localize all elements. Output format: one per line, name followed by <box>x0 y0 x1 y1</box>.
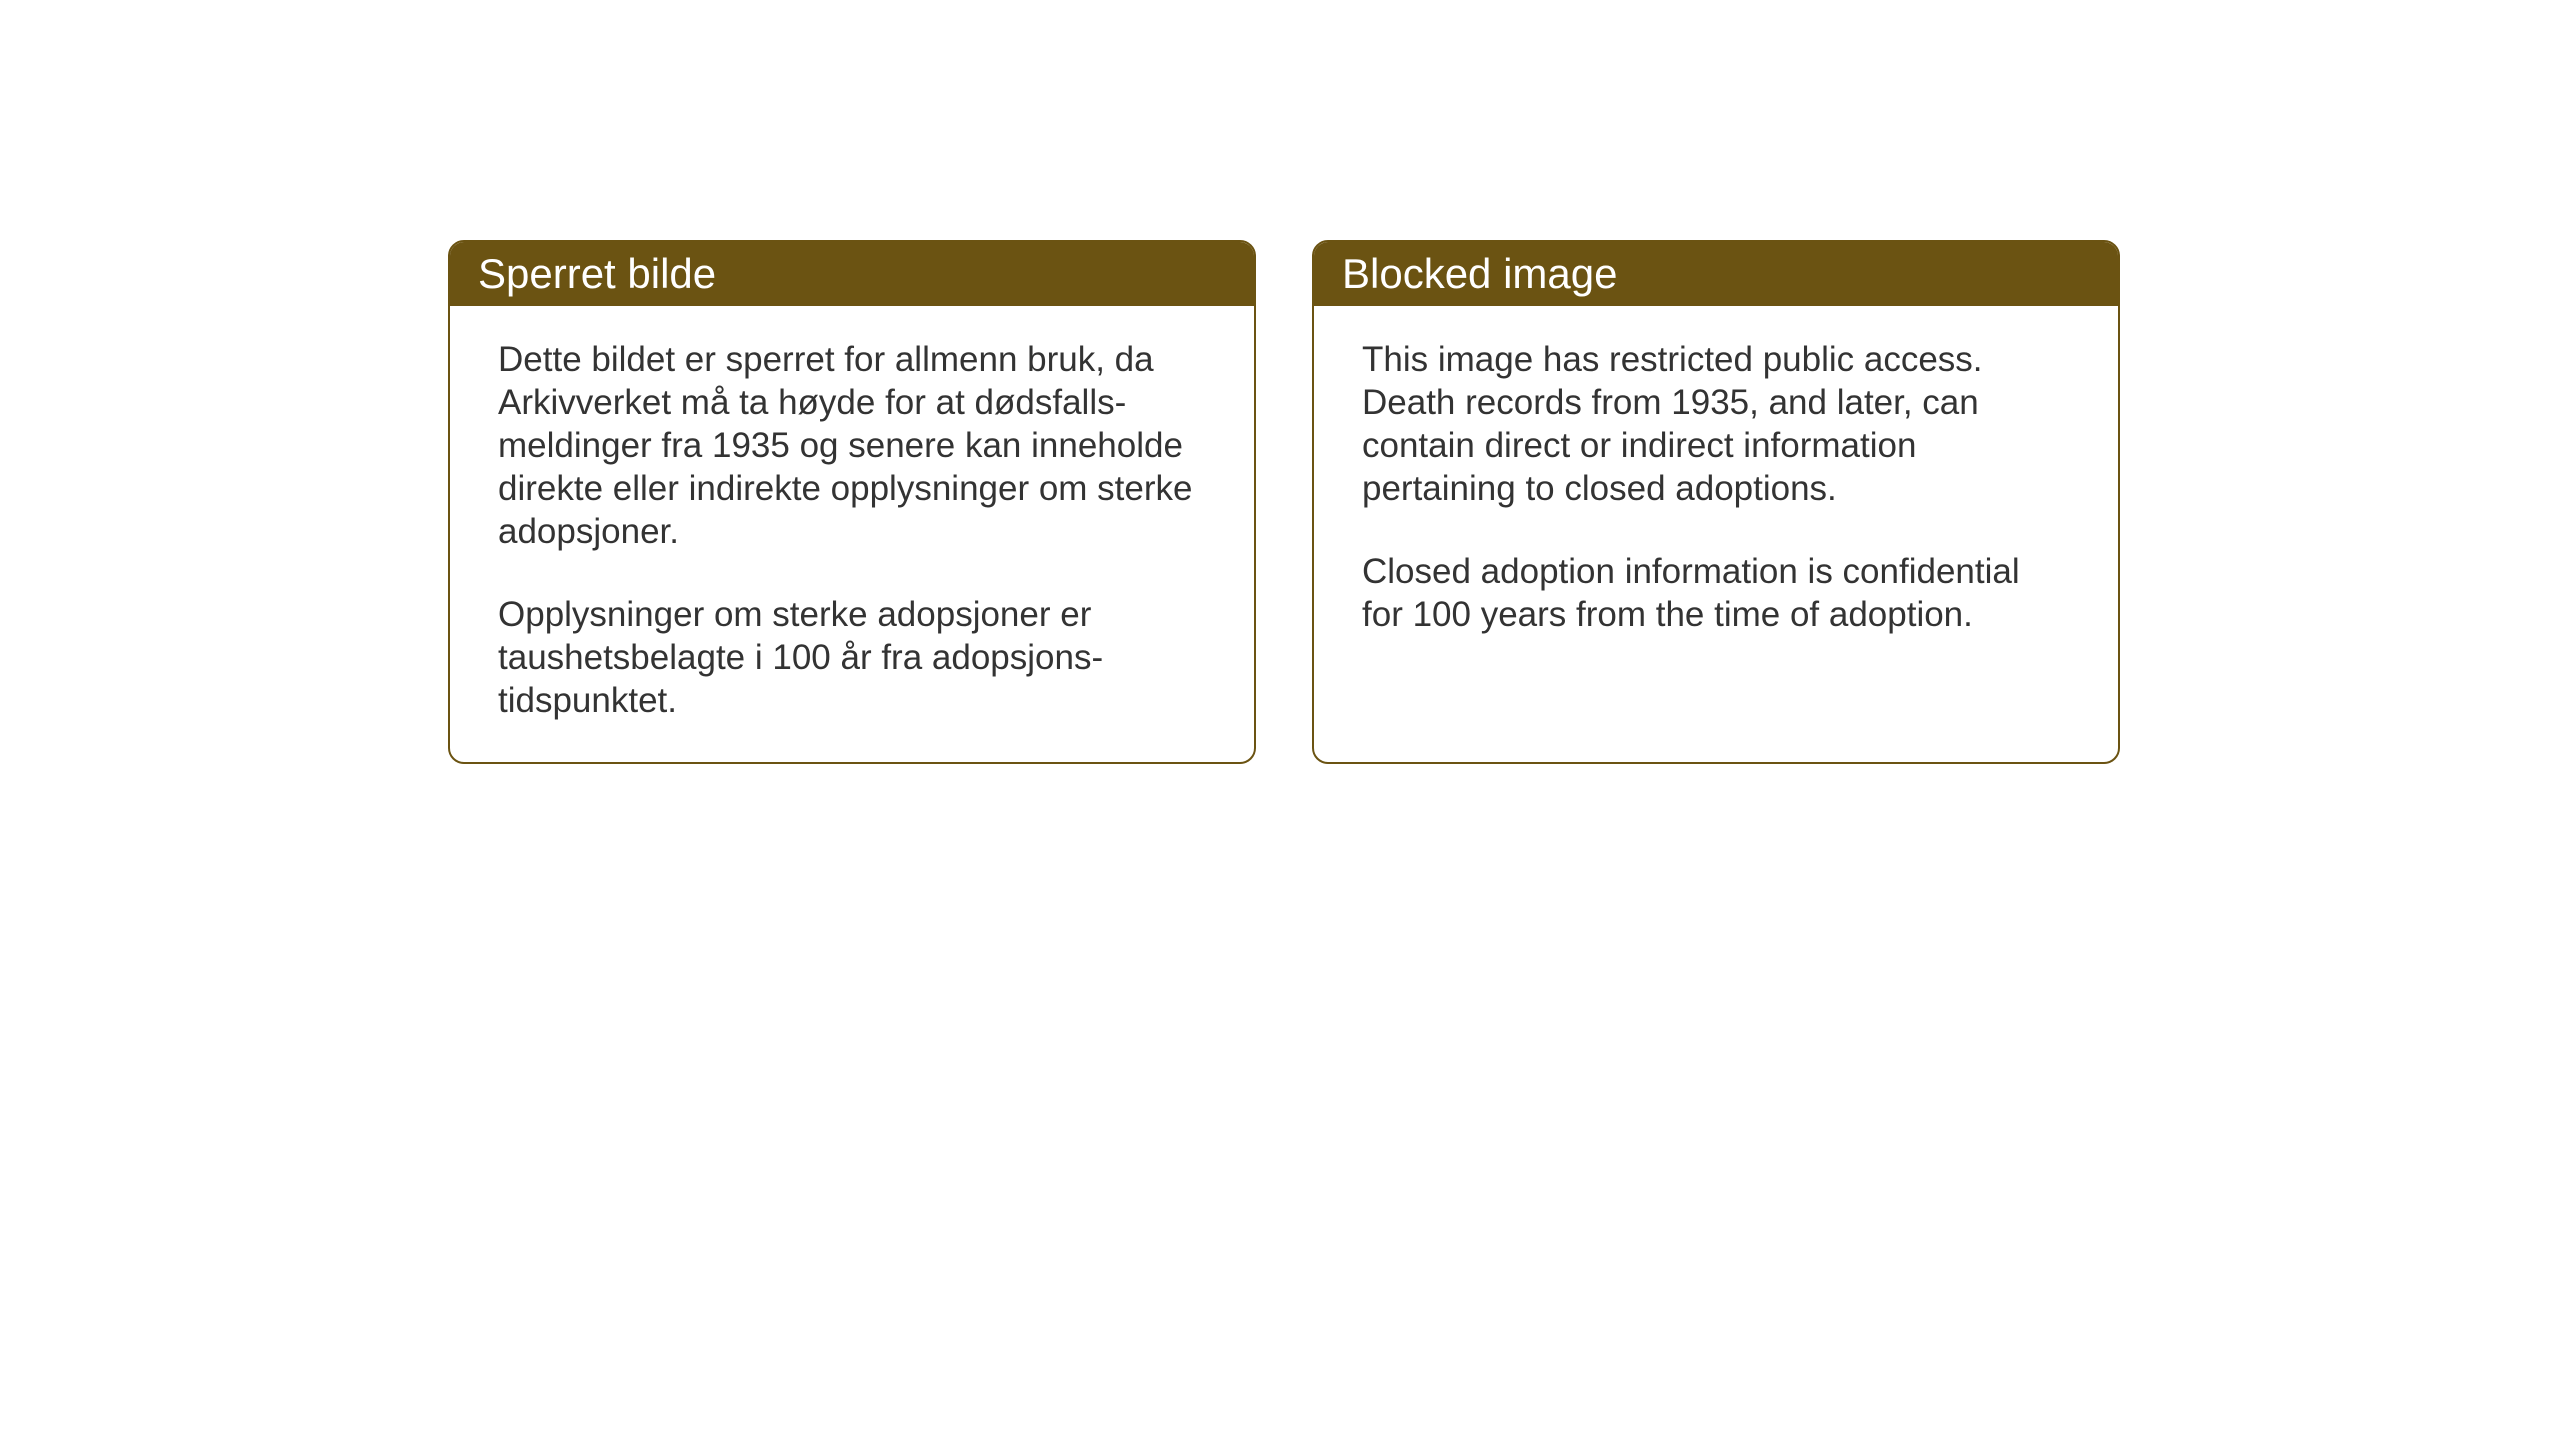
card-paragraph-norwegian-1: Dette bildet er sperret for allmenn bruk… <box>498 338 1206 553</box>
notice-card-english: Blocked image This image has restricted … <box>1312 240 2120 764</box>
card-title-norwegian: Sperret bilde <box>478 250 716 297</box>
notice-card-norwegian: Sperret bilde Dette bildet er sperret fo… <box>448 240 1256 764</box>
card-title-english: Blocked image <box>1342 250 1617 297</box>
card-header-english: Blocked image <box>1314 242 2118 306</box>
notice-container: Sperret bilde Dette bildet er sperret fo… <box>448 240 2120 764</box>
card-body-english: This image has restricted public access.… <box>1314 306 2118 746</box>
card-paragraph-english-2: Closed adoption information is confident… <box>1362 550 2070 636</box>
card-body-norwegian: Dette bildet er sperret for allmenn bruk… <box>450 306 1254 762</box>
card-header-norwegian: Sperret bilde <box>450 242 1254 306</box>
card-paragraph-english-1: This image has restricted public access.… <box>1362 338 2070 510</box>
card-paragraph-norwegian-2: Opplysninger om sterke adopsjoner er tau… <box>498 593 1206 722</box>
